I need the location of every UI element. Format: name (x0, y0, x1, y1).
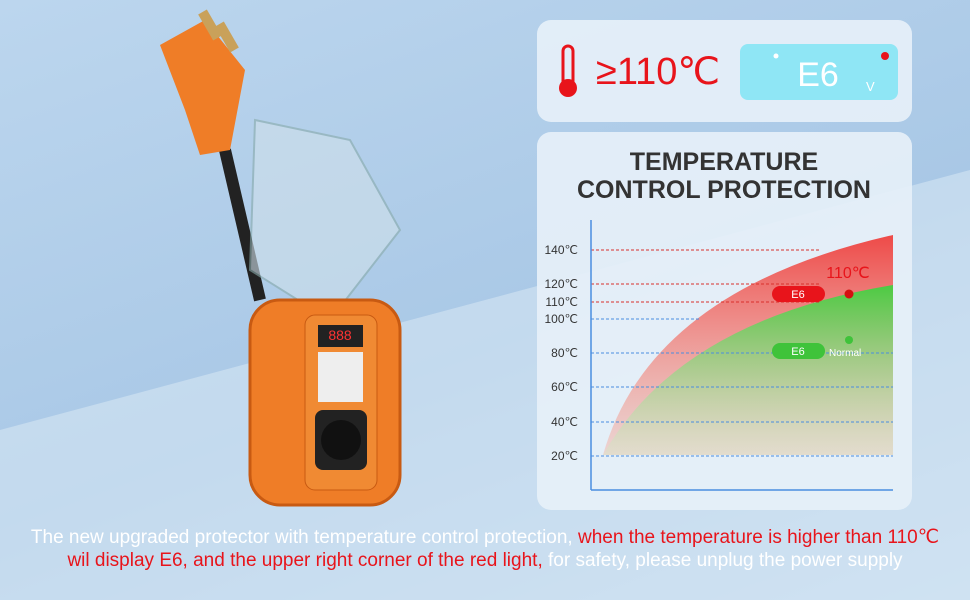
panel-title: CONTROL PROTECTION (577, 176, 871, 204)
axis-label: 20℃ (551, 449, 578, 463)
normal-code: E6 (791, 346, 804, 358)
device-screen: 888 (328, 327, 352, 343)
display-dot (773, 53, 779, 59)
red-light (881, 52, 889, 60)
axis-label: 110℃ (545, 295, 578, 309)
axis-label: 80℃ (551, 346, 578, 360)
display-code: E6 (797, 56, 839, 94)
alarm-dot (844, 289, 854, 299)
normal-area (603, 285, 893, 455)
caption-text: for safety, please unplug the power supp… (542, 550, 903, 571)
alarm-pill (772, 286, 825, 302)
caption-text: The new upgraded protector with temperat… (30, 527, 578, 548)
panel-title: TEMPERATURE (630, 148, 818, 176)
axis-label: 40℃ (551, 415, 578, 429)
axis-label: 120℃ (545, 277, 579, 291)
display (740, 44, 898, 100)
alarm-temperature: 110℃ (826, 265, 869, 282)
normal-status: Normal (829, 348, 861, 359)
normal-dot (845, 336, 853, 344)
temperature-threshold: ≥110℃ (596, 51, 720, 93)
normal-pill (772, 343, 825, 359)
axis-label: 60℃ (551, 380, 578, 394)
display-unit: V (866, 79, 875, 94)
axis-label: 100℃ (545, 312, 579, 326)
product: 888 (160, 9, 402, 507)
alarm-code: E6 (791, 289, 804, 301)
caption-warning: when the temperature is higher than 110℃… (67, 527, 940, 571)
caption: The new upgraded protector with temperat… (20, 526, 950, 572)
axis-label: 140℃ (545, 243, 579, 257)
thermometer-bulb (559, 79, 577, 97)
